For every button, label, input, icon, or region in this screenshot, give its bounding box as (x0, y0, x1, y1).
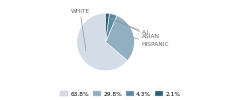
Text: WHITE: WHITE (71, 9, 90, 51)
Text: HISPANIC: HISPANIC (129, 36, 169, 47)
Text: ASIAN: ASIAN (112, 18, 160, 39)
Wedge shape (106, 16, 134, 61)
Wedge shape (106, 13, 109, 42)
Wedge shape (77, 13, 127, 71)
Text: A.I.: A.I. (107, 18, 151, 35)
Legend: 63.8%, 29.8%, 4.3%, 2.1%: 63.8%, 29.8%, 4.3%, 2.1% (59, 90, 181, 97)
Wedge shape (106, 14, 117, 42)
